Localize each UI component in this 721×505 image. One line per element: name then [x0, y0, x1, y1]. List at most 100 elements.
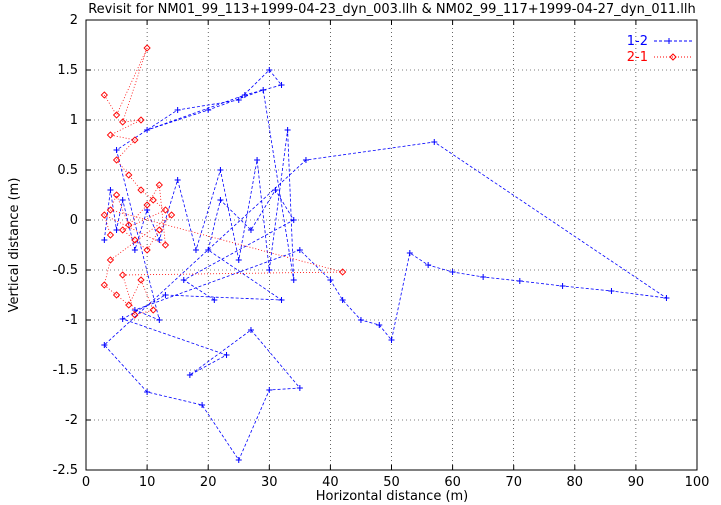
data-point-1-2	[431, 139, 438, 145]
data-point-2-1	[143, 246, 151, 254]
y-tick-label: -2.5	[53, 463, 78, 478]
data-point-1-2	[156, 237, 163, 243]
data-point-1-2	[425, 262, 432, 268]
y-tick-label: 2	[70, 13, 78, 28]
data-point-2-1	[338, 268, 347, 276]
data-point-2-1	[112, 156, 121, 164]
series-2-1	[100, 44, 347, 319]
data-point-1-2	[516, 278, 523, 284]
x-tick-label: 80	[567, 475, 584, 490]
data-point-2-1	[137, 186, 145, 194]
data-point-2-1	[100, 91, 108, 99]
legend-label-1-2: 1-2	[627, 34, 648, 49]
data-point-1-2	[180, 277, 187, 283]
data-point-1-2	[192, 247, 199, 253]
data-point-2-1	[143, 201, 151, 209]
data-point-1-2	[247, 327, 254, 333]
x-tick-label: 40	[322, 475, 339, 490]
data-point-2-1	[161, 241, 170, 249]
series-layer	[100, 44, 670, 463]
data-point-2-1	[125, 301, 133, 309]
data-point-1-2	[235, 457, 242, 463]
data-point-2-1	[112, 291, 121, 299]
x-tick-label: 30	[261, 475, 278, 490]
data-point-1-2	[290, 217, 297, 223]
y-tick-label: 0	[70, 213, 78, 228]
data-point-2-1	[137, 116, 145, 124]
data-point-1-2	[156, 317, 163, 323]
series-1-2	[101, 67, 670, 463]
data-point-1-2	[211, 297, 218, 303]
x-tick-label: 20	[200, 475, 217, 490]
data-point-1-2	[278, 297, 285, 303]
data-point-1-2	[162, 292, 169, 298]
data-point-1-2	[113, 147, 120, 153]
data-point-2-1	[131, 236, 139, 244]
data-point-2-1	[119, 271, 127, 279]
data-point-1-2	[144, 389, 151, 395]
x-tick-label: 70	[505, 475, 522, 490]
data-point-2-1	[131, 136, 139, 144]
data-point-1-2	[449, 269, 456, 275]
y-tick-label: -2	[65, 413, 78, 428]
x-axis-label: Horizontal distance (m)	[316, 489, 469, 504]
axis-ticks: 0 10 20 30 40 50 60 70 80 90 100 -2.5 -2 -1.5 -1 -0.5 0 0…	[53, 13, 710, 490]
data-point-1-2	[260, 87, 267, 93]
data-point-1-2	[663, 295, 670, 301]
data-point-2-1	[112, 111, 121, 119]
data-point-2-1	[131, 311, 139, 319]
legend-marker-1-2	[666, 38, 672, 44]
data-point-1-2	[119, 197, 126, 203]
data-point-1-2	[254, 157, 261, 163]
data-point-1-2	[217, 197, 224, 203]
data-point-2-1	[125, 171, 133, 179]
data-point-1-2	[199, 402, 206, 408]
data-point-1-2	[107, 187, 114, 193]
data-point-1-2	[205, 247, 212, 253]
data-point-1-2	[327, 277, 334, 283]
data-point-1-2	[247, 227, 254, 233]
data-point-2-1	[137, 276, 145, 284]
y-tick-label: -1.5	[53, 363, 78, 378]
data-point-1-2	[131, 247, 138, 253]
data-point-1-2	[101, 342, 108, 348]
x-tick-label: 100	[685, 475, 710, 490]
data-point-2-1	[100, 211, 108, 219]
data-point-1-2	[241, 92, 248, 98]
data-point-1-2	[296, 385, 303, 391]
data-point-1-2	[357, 317, 364, 323]
data-point-1-2	[302, 157, 309, 163]
plot-frame	[85, 19, 698, 471]
data-point-1-2	[266, 267, 273, 273]
data-point-1-2	[290, 277, 297, 283]
data-point-2-1	[100, 281, 108, 289]
y-tick-label: 1	[70, 113, 78, 128]
data-point-1-2	[266, 387, 273, 393]
data-point-1-2	[235, 257, 242, 263]
data-point-2-1	[106, 231, 115, 239]
data-point-2-1	[106, 206, 115, 214]
data-point-2-1	[167, 211, 176, 219]
data-point-1-2	[223, 352, 230, 358]
legend-label-2-1: 2-1	[627, 50, 648, 65]
data-point-1-2	[559, 283, 566, 289]
data-point-1-2	[174, 107, 181, 113]
y-tick-label: 0.5	[57, 163, 78, 178]
legend: 1-2 2-1	[627, 34, 692, 65]
data-point-1-2	[144, 127, 151, 133]
data-point-1-2	[406, 250, 413, 256]
x-tick-label: 0	[82, 475, 90, 490]
chart-title: Revisit for NM01_99_113+1999-04-23_dyn_0…	[88, 2, 696, 17]
data-point-2-1	[112, 191, 121, 199]
data-point-1-2	[205, 107, 212, 113]
data-point-2-1	[106, 131, 115, 139]
data-point-2-1	[125, 221, 133, 229]
data-point-1-2	[174, 177, 181, 183]
y-tick-label: -1	[65, 313, 78, 328]
x-tick-label: 10	[139, 475, 156, 490]
y-tick-label: -0.5	[53, 263, 78, 278]
data-point-2-1	[106, 256, 115, 264]
data-point-2-1	[143, 44, 151, 52]
y-tick-label: 1.5	[57, 63, 78, 78]
